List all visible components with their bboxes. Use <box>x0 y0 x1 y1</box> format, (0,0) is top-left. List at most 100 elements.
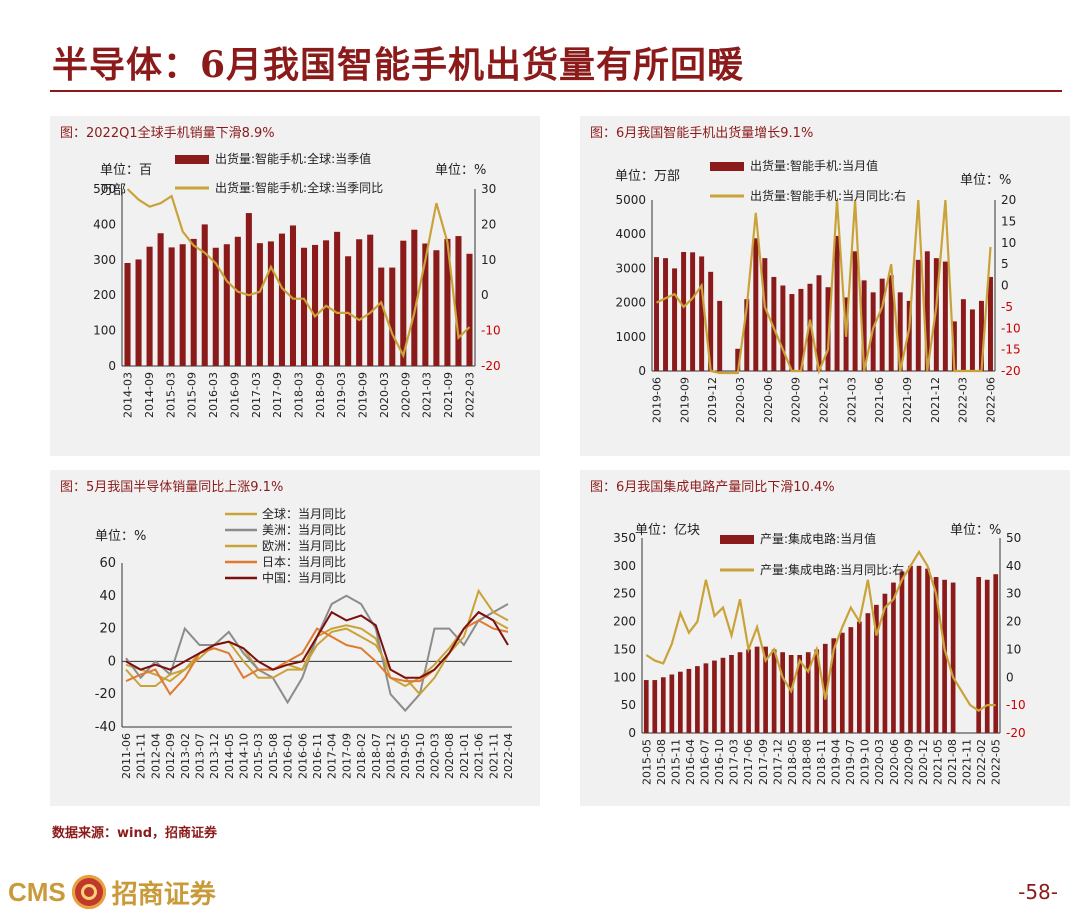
y-tick-label: 0 <box>108 654 116 669</box>
x-tick-label: 2019-06 <box>651 377 664 423</box>
x-tick-label: 2022-03 <box>463 372 476 418</box>
x-tick-label: 2019-04 <box>830 739 843 785</box>
chart-panel-semiconductor-sales: 图：5月我国半导体销量同比上涨9.1% -40 -20 0 20 40 60 单位：% 全球：… <box>50 470 540 806</box>
y-left-tick-label: 5000 <box>615 193 646 207</box>
x-tick-label: 2019-03 <box>335 372 348 418</box>
x-tick-label: 2022-03 <box>957 377 970 423</box>
x-tick-label: 2018-07 <box>370 733 383 779</box>
x-tick-label: 2017-03 <box>728 739 741 785</box>
right-unit-label: 单位：% <box>950 523 1001 538</box>
x-tick-label: 2021-06 <box>473 733 486 779</box>
bar <box>960 299 966 371</box>
logo-name: 招商证券 <box>111 879 216 910</box>
bar <box>378 267 385 366</box>
x-tick-label: 2015-09 <box>186 372 199 418</box>
bar <box>807 283 813 371</box>
x-tick-label: 2020-03 <box>378 372 391 418</box>
bar <box>334 231 341 366</box>
x-tick-label: 2018-11 <box>815 739 828 785</box>
company-logo: CMS 招商证券 <box>8 872 216 912</box>
x-tick-label: 2015-03 <box>164 372 177 418</box>
x-tick-label: 2017-06 <box>742 739 755 785</box>
series-line <box>125 588 509 696</box>
legend-label: 美洲：当月同比 <box>262 523 346 537</box>
y-right-tick-label: 0 <box>1001 279 1009 293</box>
x-tick-label: 2012-09 <box>164 733 177 779</box>
x-tick-label: 2016-10 <box>713 739 726 785</box>
bar <box>744 299 750 371</box>
y-right-tick-label: 0 <box>481 288 489 302</box>
x-tick-label: 2018-09 <box>314 372 327 418</box>
x-tick-label: 2021-11 <box>961 739 974 785</box>
y-left-tick-label: 0 <box>628 726 636 740</box>
y-right-tick-label: -20 <box>1006 726 1026 740</box>
bar <box>942 579 947 733</box>
legend-swatch-bar <box>720 535 754 544</box>
bar <box>720 657 726 733</box>
bar <box>345 256 352 366</box>
y-left-tick-label: 2000 <box>615 296 646 310</box>
x-tick-label: 2018-03 <box>293 372 306 418</box>
bar <box>422 243 429 366</box>
bar <box>861 280 867 371</box>
bar <box>852 251 858 371</box>
y-right-tick-label: 40 <box>1006 559 1021 573</box>
x-tick-label: 2020-06 <box>888 739 901 785</box>
x-tick-label: 2013-02 <box>179 733 192 779</box>
bar <box>916 565 922 733</box>
bar <box>888 275 894 371</box>
bar <box>788 655 794 733</box>
y-right-tick-label: -10 <box>481 324 501 338</box>
x-tick-label: 2017-03 <box>250 372 263 418</box>
y-left-tick-label: 200 <box>93 288 116 302</box>
bar <box>686 668 692 733</box>
bar <box>278 233 285 366</box>
bar <box>179 244 186 366</box>
y-left-tick-label: 1000 <box>615 330 646 344</box>
x-tick-label: 2015-11 <box>669 739 682 785</box>
y-left-tick-label: 200 <box>613 615 636 629</box>
x-tick-label: 2019-05 <box>399 733 412 779</box>
bar <box>234 236 241 366</box>
series-line <box>125 610 509 679</box>
x-tick-label: 2021-09 <box>901 377 914 423</box>
bar <box>771 276 777 371</box>
data-source: 数据来源：wind，招商证券 <box>52 826 218 841</box>
x-tick-label: 2017-09 <box>757 739 770 785</box>
x-tick-label: 2021-06 <box>873 377 886 423</box>
bar <box>654 257 659 371</box>
bar <box>124 262 131 366</box>
y-right-tick-label: 10 <box>481 253 496 267</box>
x-tick-label: 2020-12 <box>917 739 930 785</box>
series-line <box>656 199 992 375</box>
bar <box>915 259 921 371</box>
legend-label: 全球：当月同比 <box>262 506 346 521</box>
x-tick-label: 2020-08 <box>443 733 456 779</box>
x-tick-label: 2020-09 <box>902 739 915 785</box>
bar <box>839 632 845 733</box>
chart-global-phone-sales: 0 100 200 300 400 500 -20 -10 0 10 20 30 2014-03 2014… <box>93 151 501 418</box>
bar <box>771 649 777 733</box>
bar <box>678 671 683 733</box>
bar <box>289 225 297 366</box>
legend-label: 欧洲：当月同比 <box>262 539 346 553</box>
x-tick-label: 2019-10 <box>859 739 872 785</box>
bar <box>735 348 741 371</box>
x-tick-label: 2017-04 <box>326 733 339 779</box>
x-tick-label: 2018-02 <box>355 733 368 779</box>
y-right-tick-label: 20 <box>1001 193 1016 207</box>
bar <box>212 247 219 366</box>
x-tick-label: 2019-10 <box>414 733 427 779</box>
bar <box>933 577 939 733</box>
chart-panel-china-phone-shipments: 图：6月我国智能手机出货量增长9.1% 0 1000 2000 3000 4000 500… <box>580 116 1070 456</box>
x-tick-label: 2022-05 <box>990 739 1003 785</box>
x-tick-label: 2014-05 <box>223 733 236 779</box>
left-unit-label: 单位：万部 <box>615 169 680 184</box>
bar <box>798 288 804 371</box>
logo-badge-icon <box>71 875 106 909</box>
y-right-tick-label: 30 <box>481 182 496 196</box>
x-tick-label: 2022-02 <box>975 739 988 785</box>
bar <box>168 247 175 366</box>
y-right-tick-label: 10 <box>1001 236 1016 250</box>
y-left-tick-label: 3000 <box>615 261 646 275</box>
